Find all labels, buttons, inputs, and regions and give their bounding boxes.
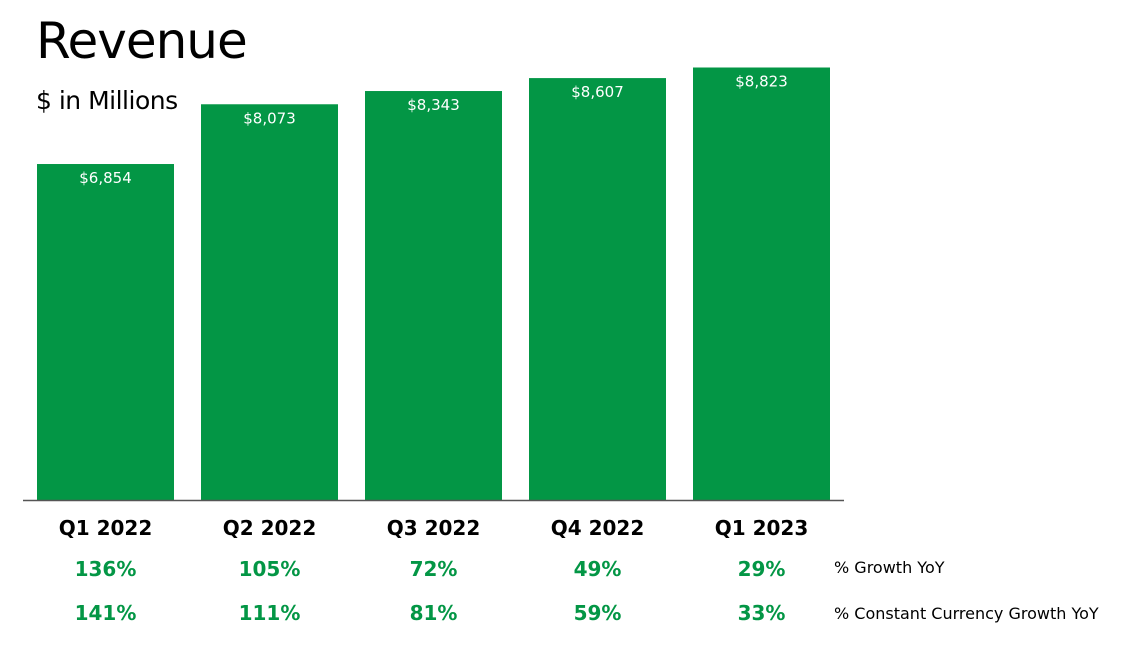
cc-growth-yoy-value: 141% <box>75 601 137 625</box>
bar-q3-2022 <box>365 91 502 500</box>
bar-value-label: $8,607 <box>571 83 624 101</box>
category-labels-group: Q1 2022 Q2 2022 Q3 2022 Q4 2022 Q1 2023 <box>59 516 809 540</box>
bar-value-label: $8,343 <box>407 96 460 114</box>
cc-growth-yoy-value: 111% <box>239 601 301 625</box>
growth-row-label: % Growth YoY <box>834 558 945 577</box>
category-label: Q1 2023 <box>715 516 809 540</box>
cc-growth-yoy-value: 81% <box>410 601 458 625</box>
cc-growth-row: 141% 111% 81% 59% 33% <box>75 601 786 625</box>
growth-yoy-value: 29% <box>738 557 786 581</box>
growth-yoy-value: 136% <box>75 557 137 581</box>
bars-group: $6,854 $8,073 $8,343 $8,607 $8,823 <box>37 67 830 501</box>
growth-yoy-value: 105% <box>239 557 301 581</box>
bar-value-label: $8,073 <box>243 109 296 127</box>
growth-row: 136% 105% 72% 49% 29% <box>75 557 786 581</box>
growth-yoy-value: 49% <box>574 557 622 581</box>
bar-value-label: $6,854 <box>79 169 132 187</box>
category-label: Q4 2022 <box>551 516 645 540</box>
category-label: Q1 2022 <box>59 516 153 540</box>
bar-value-label: $8,823 <box>735 73 788 91</box>
category-label: Q3 2022 <box>387 516 481 540</box>
bar-q1-2023 <box>693 67 830 500</box>
chart-title: Revenue <box>36 12 248 70</box>
bar-q2-2022 <box>201 104 338 500</box>
bar-q1-2022 <box>37 164 174 501</box>
bar-q4-2022 <box>529 78 666 501</box>
chart-subtitle: $ in Millions <box>36 86 178 115</box>
growth-yoy-value: 72% <box>410 557 458 581</box>
cc-growth-row-label: % Constant Currency Growth YoY <box>834 604 1099 623</box>
cc-growth-yoy-value: 59% <box>574 601 622 625</box>
category-label: Q2 2022 <box>223 516 317 540</box>
cc-growth-yoy-value: 33% <box>738 601 786 625</box>
